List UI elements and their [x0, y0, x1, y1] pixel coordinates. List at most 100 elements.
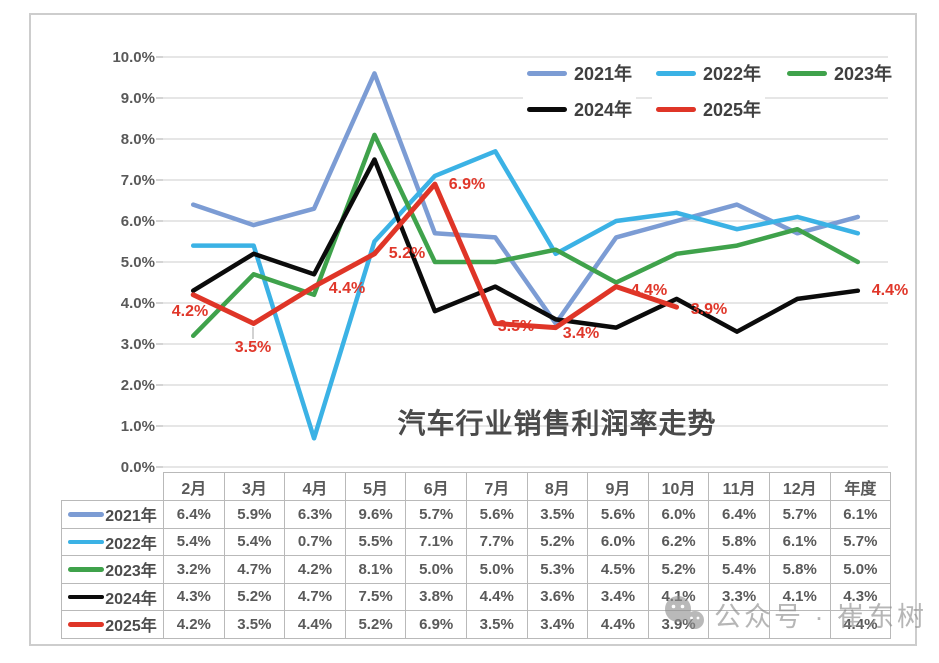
- y-axis-label: 6.0%: [121, 213, 155, 230]
- table-cell: 5.2%: [526, 527, 589, 556]
- table-cell: 3.6%: [526, 582, 589, 611]
- table-cell: 5.4%: [708, 555, 770, 584]
- row-label-text: 2023年: [105, 563, 157, 581]
- data-label: 4.4%: [630, 282, 668, 299]
- legend-item-2025: 2025年: [652, 97, 766, 121]
- table-cell: 7.1%: [405, 527, 467, 556]
- table-cell: 4.7%: [223, 555, 286, 584]
- column-header: 7月: [465, 472, 528, 501]
- legend-item-2021: 2021年: [523, 61, 637, 85]
- y-axis-label: 8.0%: [121, 131, 155, 148]
- table-cell: 3.3%: [708, 582, 770, 611]
- table-cell: 4.2%: [284, 555, 346, 584]
- data-label: 3.9%: [690, 301, 728, 318]
- legend-line-swatch: [527, 70, 567, 76]
- table-cell: 5.6%: [587, 500, 649, 529]
- legend-line-swatch: [527, 106, 567, 112]
- table-cell: 6.1%: [768, 527, 831, 556]
- table-cell: 3.9%: [647, 610, 710, 639]
- table-cell: 6.1%: [829, 500, 892, 529]
- table-cell: 5.7%: [829, 527, 892, 556]
- table-cell: 5.6%: [465, 500, 528, 529]
- column-header: 2月: [163, 472, 225, 501]
- legend-item-2023: 2023年: [783, 61, 897, 85]
- table-cell: 3.4%: [587, 582, 649, 611]
- row-label-2025: 2025年: [61, 610, 164, 639]
- table-cell: 6.9%: [405, 610, 467, 639]
- data-label: 3.5%: [497, 318, 535, 335]
- table-cell: 3.8%: [405, 582, 467, 611]
- table-cell: 3.5%: [223, 610, 286, 639]
- table-cell: 5.2%: [223, 582, 286, 611]
- legend-label: 2021年: [574, 64, 633, 84]
- column-header: 9月: [587, 472, 649, 501]
- table-cell: 3.4%: [526, 610, 589, 639]
- table-cell: 4.4%: [284, 610, 346, 639]
- row-label-text: 2025年: [105, 618, 157, 636]
- table-cell: 3.5%: [465, 610, 528, 639]
- table-cell: 5.0%: [465, 555, 528, 584]
- data-label: 5.2%: [388, 245, 426, 262]
- chart-title: 汽车行业销售利润率走势: [397, 408, 717, 439]
- column-header: 6月: [405, 472, 467, 501]
- data-label: 4.4%: [871, 282, 909, 299]
- row-line-swatch: [68, 539, 105, 544]
- table-cell: 5.7%: [405, 500, 467, 529]
- row-label-text: 2024年: [105, 590, 157, 608]
- row-line-swatch: [68, 622, 105, 627]
- row-label-2023: 2023年: [61, 555, 164, 584]
- series-line-2022: [190, 149, 861, 441]
- table-cell: 4.1%: [768, 582, 831, 611]
- data-label: 4.4%: [328, 280, 366, 297]
- row-label-text: 2022年: [105, 535, 157, 553]
- table-cell: 6.0%: [647, 500, 710, 529]
- table-cell: 4.5%: [587, 555, 649, 584]
- legend-label: 2022年: [703, 64, 762, 84]
- legend-line-swatch: [656, 106, 696, 112]
- row-label-2021: 2021年: [61, 500, 164, 529]
- table-cell: 4.3%: [829, 582, 892, 611]
- table-cell: 9.6%: [344, 500, 407, 529]
- table-cell: 5.8%: [768, 555, 831, 584]
- legend-item-2022: 2022年: [652, 61, 766, 85]
- table-cell: 8.1%: [344, 555, 407, 584]
- table-cell: 5.4%: [223, 527, 286, 556]
- y-axis-label: 2.0%: [121, 377, 155, 394]
- series-line-2023: [190, 132, 861, 339]
- row-label-2022: 2022年: [61, 527, 164, 556]
- table-cell: 6.4%: [163, 500, 225, 529]
- column-header: 5月: [344, 472, 407, 501]
- legend-label: 2025年: [703, 100, 762, 120]
- data-label: 6.9%: [448, 176, 486, 193]
- column-header: 10月: [647, 472, 710, 501]
- table-cell: 5.2%: [344, 610, 407, 639]
- table-cell: 6.0%: [587, 527, 649, 556]
- row-label-2024: 2024年: [61, 582, 164, 611]
- table-cell: 6.3%: [284, 500, 346, 529]
- table-cell: 5.3%: [526, 555, 589, 584]
- table-cell: 7.5%: [344, 582, 407, 611]
- table-row: 2021年 6.4% 5.9% 6.3% 9.6% 5.7% 5.6% 3.5% 5.6% 6.0…: [61, 500, 892, 529]
- row-label-text: 2021年: [105, 508, 157, 526]
- legend-label: 2024年: [574, 100, 633, 120]
- table-row: 2023年 3.2% 4.7% 4.2% 8.1% 5.0% 5.0% 5.3% 4.5% 5.2…: [61, 555, 892, 584]
- y-axis-label: 4.0%: [121, 295, 155, 312]
- data-table: 2月 3月 4月 5月 6月 7月 8月 9月 10月 11月 12月 年度 2021年 6.4% 5.9…: [61, 472, 892, 639]
- table-cell: 5.5%: [344, 527, 407, 556]
- y-axis-label: 5.0%: [121, 254, 155, 271]
- table-cell: 3.2%: [163, 555, 225, 584]
- table-cell: 4.2%: [163, 610, 225, 639]
- table-cell: [708, 610, 770, 639]
- table-cell: 4.7%: [284, 582, 346, 611]
- table-row: 2024年 4.3% 5.2% 4.7% 7.5% 3.8% 4.4% 3.6% 3.4% 4.1…: [61, 582, 892, 611]
- table-cell: 5.4%: [163, 527, 225, 556]
- data-label: 3.5%: [234, 339, 272, 356]
- table-row: 2022年 5.4% 5.4% 0.7% 5.5% 7.1% 7.7% 5.2% 6.0% 6.2…: [61, 527, 892, 556]
- table-cell: 6.2%: [647, 527, 710, 556]
- legend-line-swatch: [656, 70, 696, 76]
- table-cell: 4.1%: [647, 582, 710, 611]
- table-cell: 3.5%: [526, 500, 589, 529]
- series-line-2021: [190, 71, 861, 326]
- table-cell: 5.7%: [768, 500, 831, 529]
